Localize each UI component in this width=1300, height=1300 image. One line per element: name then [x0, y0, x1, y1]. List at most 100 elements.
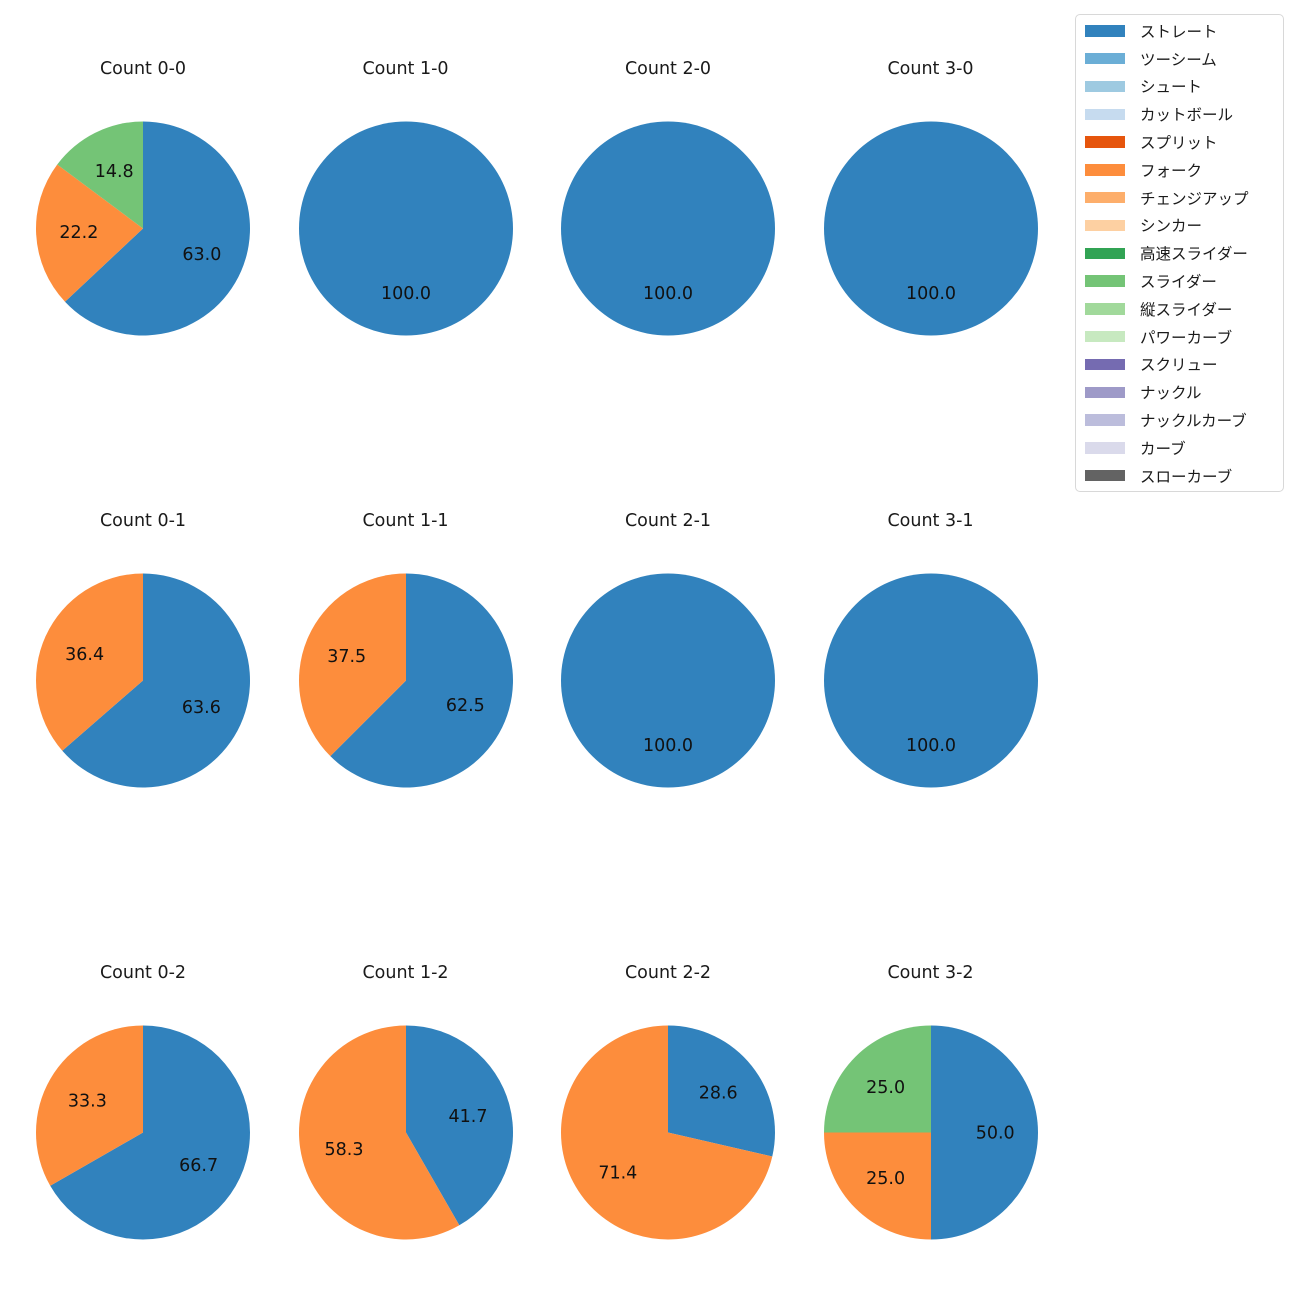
- pie-chart: 28.6 71.4: [560, 1025, 775, 1240]
- subplot-count-3-1: Count 3-1 100.0: [799, 501, 1063, 791]
- pie-chart: 100.0: [823, 573, 1038, 788]
- legend-label: ツーシーム: [1140, 50, 1217, 69]
- legend-label: シュート: [1140, 78, 1203, 97]
- pct-label: 25.0: [866, 1169, 905, 1189]
- pie-slice-フォーク: [823, 1132, 931, 1240]
- pie-chart: 100.0: [823, 121, 1038, 336]
- legend-item-シンカー: シンカー: [1076, 212, 1283, 240]
- subplot-count-3-2: Count 3-2 50.0 25.0 25.0: [799, 953, 1063, 1243]
- legend-item-ナックル: ナックル: [1076, 378, 1283, 406]
- legend-swatch-icon: [1085, 191, 1125, 204]
- legend-item-パワーカーブ: パワーカーブ: [1076, 323, 1283, 351]
- legend-swatch-icon: [1085, 164, 1125, 176]
- pie-slice-ストレート: [561, 573, 775, 788]
- legend-label: カーブ: [1140, 439, 1186, 458]
- legend-items: ストレートツーシームシュートカットボールスプリットフォークチェンジアップ シンカー…: [1076, 17, 1283, 490]
- legend-label: チェンジアップ: [1140, 189, 1249, 208]
- pie-slice-ストレート: [823, 573, 1038, 788]
- legend-item-スローカーブ: スローカーブ: [1076, 462, 1283, 490]
- pie-slice-ストレート: [561, 121, 775, 336]
- pie-title: Count 2-0: [624, 59, 712, 79]
- pct-label: 71.4: [598, 1164, 637, 1184]
- pct-label: 14.8: [95, 162, 134, 182]
- pie-slice-ストレート: [668, 1025, 775, 1157]
- pie-slice-フォーク: [560, 1025, 773, 1240]
- pct-label: 37.5: [327, 647, 366, 667]
- pie-slice-フォーク: [35, 1025, 143, 1186]
- pct-label: 100.0: [905, 736, 955, 756]
- pct-label: 33.3: [68, 1091, 107, 1111]
- legend-swatch-icon: [1085, 219, 1125, 232]
- legend-label: カットボール: [1140, 106, 1234, 125]
- legend-item-スライダー: スライダー: [1076, 267, 1283, 295]
- legend-item-ストレート: ストレート: [1076, 17, 1283, 45]
- pie-slice-ストレート: [50, 1025, 250, 1240]
- pct-label: 100.0: [380, 284, 430, 304]
- pie-title: Count 3-1: [887, 511, 974, 531]
- pie-title: Count 2-2: [624, 963, 712, 983]
- pie-slice-フォーク: [298, 1025, 459, 1240]
- subplot-count-2-2: Count 2-2 28.6 71.4: [536, 953, 800, 1243]
- legend-item-縦スライダー: 縦スライダー: [1076, 295, 1283, 323]
- legend-label: スクリュー: [1140, 356, 1218, 375]
- pct-label: 100.0: [643, 736, 693, 756]
- legend-label: スライダー: [1140, 273, 1217, 292]
- legend-swatch-icon: [1085, 303, 1125, 315]
- legend-item-高速スライダー: 高速スライダー: [1076, 239, 1283, 267]
- legend-swatch-icon: [1085, 52, 1125, 65]
- pie-slice-スライダー: [823, 1025, 931, 1133]
- pct-label: 66.7: [179, 1156, 218, 1176]
- pie-chart: 41.7 58.3: [298, 1025, 513, 1240]
- pie-slice-フォーク: [36, 573, 143, 751]
- legend-label: 高速スライダー: [1140, 245, 1248, 264]
- legend-swatch-icon: [1085, 469, 1125, 482]
- pct-label: 41.7: [448, 1107, 487, 1127]
- legend-label: 縦スライダー: [1140, 300, 1233, 319]
- legend-item-ナックルカーブ: ナックルカーブ: [1076, 406, 1283, 434]
- pie-title: Count 0-2: [99, 963, 187, 983]
- pie-chart: 63.0 22.2 14.8: [35, 121, 250, 336]
- legend-swatch-icon: [1085, 136, 1125, 148]
- pie-slice-ストレート: [62, 573, 251, 788]
- pct-label: 100.0: [905, 284, 955, 304]
- pie-title: Count 1-0: [362, 59, 449, 79]
- legend-item-スプリット: スプリット: [1076, 128, 1283, 156]
- pie-chart: 66.7 33.3: [35, 1025, 250, 1240]
- legend-swatch-icon: [1085, 247, 1125, 260]
- legend-item-カーブ: カーブ: [1076, 434, 1283, 462]
- pct-label: 25.0: [866, 1078, 905, 1098]
- pie-title: Count 1-1: [362, 511, 449, 531]
- pie-title: Count 0-0: [99, 59, 187, 79]
- pie-slice-ストレート: [65, 121, 250, 336]
- legend-item-ツーシーム: ツーシーム: [1076, 45, 1283, 73]
- pie-slice-ストレート: [405, 1025, 513, 1226]
- legend-swatch-icon: [1085, 275, 1125, 287]
- legend-label: ナックルカーブ: [1140, 412, 1247, 431]
- subplot-count-2-1: Count 2-1 100.0: [536, 501, 800, 791]
- pie-title: Count 1-2: [362, 963, 449, 983]
- subplot-count-0-2: Count 0-2 66.7 33.3: [11, 953, 275, 1243]
- pie-slice-ストレート: [930, 1025, 1038, 1240]
- pct-label: 63.0: [182, 245, 221, 265]
- legend-label: ストレート: [1140, 22, 1218, 41]
- pie-slice-スライダー: [57, 121, 144, 229]
- pie-chart: 63.6 36.4: [36, 573, 251, 788]
- legend-swatch-icon: [1085, 80, 1125, 93]
- pie-chart: 100.0: [561, 573, 775, 788]
- legend-item-フォーク: フォーク: [1076, 156, 1283, 184]
- legend-item-カットボール: カットボール: [1076, 100, 1283, 128]
- subplot-count-0-0: Count 0-0 63.0 22.2 14.8: [11, 49, 275, 339]
- pie-slice-ストレート: [823, 121, 1038, 336]
- pct-label: 100.0: [643, 284, 693, 304]
- legend-swatch-icon: [1085, 25, 1125, 37]
- legend-item-スクリュー: スクリュー: [1076, 351, 1283, 379]
- subplot-count-1-1: Count 1-1 62.5 37.5: [274, 501, 538, 791]
- legend-label: フォーク: [1140, 161, 1203, 180]
- legend-label: シンカー: [1140, 217, 1203, 236]
- pct-label: 28.6: [699, 1084, 738, 1104]
- legend-label: ナックル: [1140, 384, 1202, 403]
- pie-chart: 50.0 25.0 25.0: [823, 1025, 1038, 1240]
- pie-slice-フォーク: [298, 573, 406, 757]
- legend-label: パワーカーブ: [1140, 328, 1233, 347]
